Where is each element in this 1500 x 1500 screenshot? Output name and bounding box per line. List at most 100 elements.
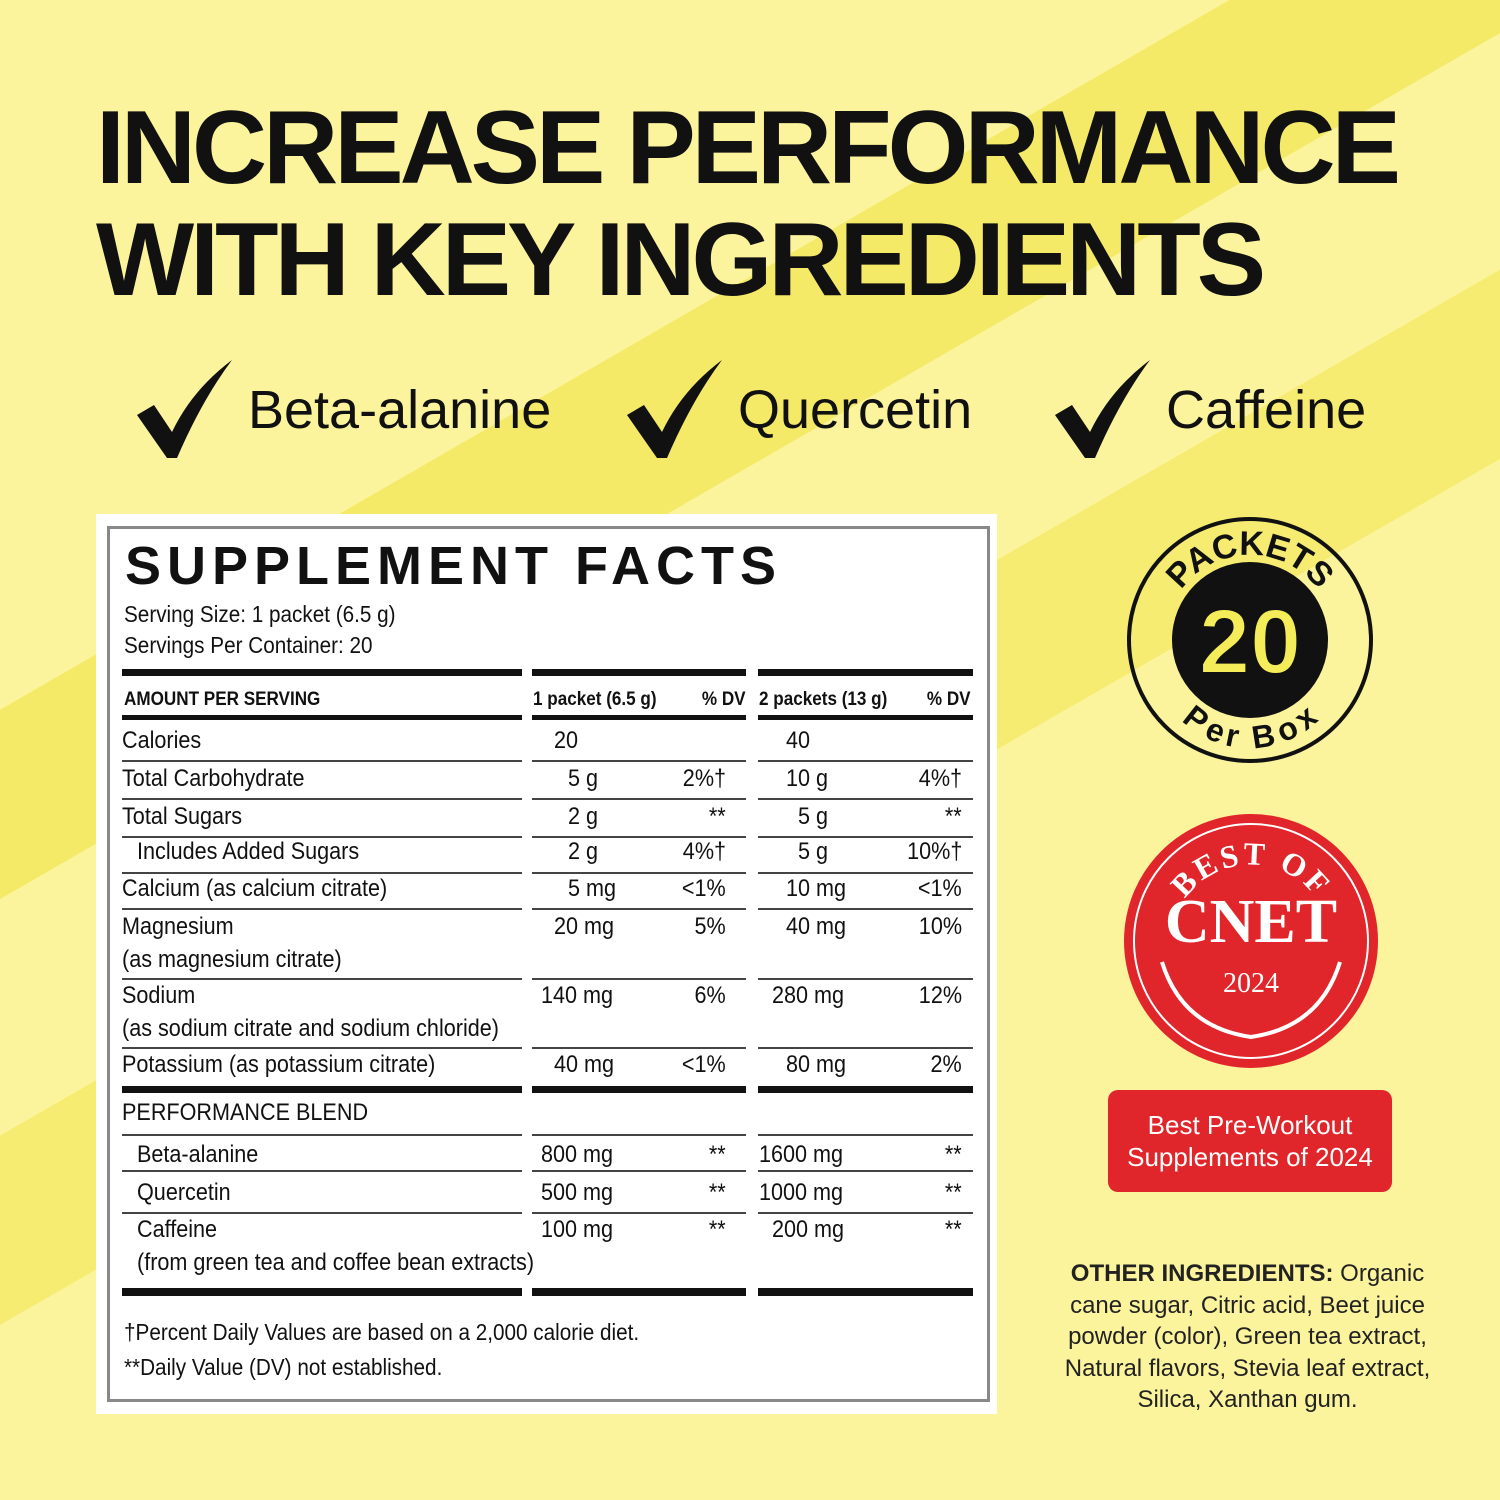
divider-bar [122,669,522,676]
award-line-1: Best Pre-Workout [1147,1110,1353,1140]
dv-1-packet: 6% [694,982,726,1009]
divider-bar [532,669,746,676]
divider-bar [532,1086,746,1093]
nutrient-name: Calcium (as calcium citrate) [122,875,388,902]
row-divider [122,908,522,910]
nutrient-name: Includes Added Sugars [137,838,360,865]
nutrient-name: Total Carbohydrate [122,765,305,792]
amount-2-packets: 10 g [786,765,829,792]
row-divider [532,872,746,874]
checkmark-icon [137,360,232,458]
amount-1-packet: 20 mg [554,913,615,940]
row-divider [532,1134,746,1136]
row-divider [532,798,746,800]
highlight-quercetin: Quercetin [622,360,972,460]
amount-1-packet: 2 g [568,803,599,830]
highlight-label: Quercetin [738,380,973,440]
nutrient-name: Potassium (as potassium citrate) [122,1051,436,1078]
row-divider [758,798,973,800]
dv-1-packet: <1% [682,1051,726,1078]
dv-1-packet: 2%† [682,765,726,792]
other-ingredients: OTHER INGREDIENTS: Organic cane sugar, C… [1050,1258,1445,1416]
amount-1-packet: 140 mg [541,982,614,1009]
dv-2-packets: <1% [918,875,962,902]
amount-2-packets: 10 mg [786,875,847,902]
dv-1-packet: 4%† [682,838,726,865]
best-of-cnet-badge: BEST OF CNET 2024 [1124,814,1378,1068]
packets-per-box-badge: PACKETS 20 Per Box [1127,517,1373,763]
amount-1-packet: 40 mg [554,1051,615,1078]
nutrient-note: (as magnesium citrate) [122,946,342,973]
packet-count: 20 [1199,591,1301,693]
row-divider [122,760,522,762]
row-divider [122,1047,522,1049]
divider-bar [758,669,973,676]
highlight-beta-alanine: Beta-alanine [132,360,551,460]
dv-1-packet: ** [709,1216,726,1243]
highlight-label: Beta-alanine [248,380,552,440]
amount-2-packets: 280 mg [772,982,845,1009]
column-header: 2 packets (13 g) [759,689,888,710]
footnote-daily-values: †Percent Daily Values are based on a 2,0… [124,1319,640,1345]
amount-2-packets: 5 g [798,803,829,830]
cnet-year: 2024 [1223,968,1279,999]
footnote-not-established: **Daily Value (DV) not established. [124,1354,443,1380]
headline-line-2: WITH KEY INGREDIENTS [96,202,1266,318]
row-divider [758,836,973,838]
amount-1-packet: 500 mg [541,1179,614,1206]
row-divider [758,760,973,762]
dv-2-packets: ** [945,1179,962,1206]
highlight-label: Caffeine [1166,380,1367,440]
nutrient-name: Magnesium [122,913,234,940]
checkmark-icon [627,360,722,458]
column-header: AMOUNT PER SERVING [124,689,321,710]
supplement-facts-panel [96,514,997,1414]
row-divider [532,908,746,910]
headline: INCREASE PERFORMANCE WITH KEY INGREDIENTS [96,90,1401,318]
row-divider [758,978,973,980]
amount-2-packets: 5 g [798,838,829,865]
laurel-icon [1160,961,1342,1040]
headline-line-1: INCREASE PERFORMANCE [96,90,1401,206]
amount-1-packet: 100 mg [541,1216,614,1243]
dv-1-packet: ** [709,1179,726,1206]
divider-bar [758,1086,973,1093]
dv-2-packets: ** [945,1216,962,1243]
row-divider [122,836,522,838]
dv-1-packet: ** [709,803,726,830]
divider-bar [122,1086,522,1093]
divider-bar [532,1288,746,1296]
dv-1-packet: <1% [682,875,726,902]
amount-2-packets: 200 mg [772,1216,845,1243]
amount-2-packets: 1600 mg [759,1141,844,1168]
row-divider [122,1170,522,1172]
dv-2-packets: 12% [918,982,962,1009]
divider-bar [758,1288,973,1296]
row-divider [532,1170,746,1172]
nutrient-name: Caffeine [137,1216,218,1243]
amount-1-packet: 5 mg [568,875,617,902]
dv-2-packets: 10% [918,913,962,940]
divider-bar [532,715,746,720]
divider-bar [122,1288,522,1296]
nutrient-name: Calories [122,727,202,754]
amount-2-packets: 80 mg [786,1051,847,1078]
dv-2-packets: 2% [930,1051,962,1078]
column-header: 1 packet (6.5 g) [533,689,657,710]
dv-2-packets: ** [945,1141,962,1168]
dv-2-packets: 10%† [906,838,962,865]
row-divider [532,1047,746,1049]
row-divider [758,1212,973,1214]
amount-1-packet: 800 mg [541,1141,614,1168]
column-header: % DV [702,689,746,710]
row-divider [122,798,522,800]
row-divider [758,1134,973,1136]
serving-size: Serving Size: 1 packet (6.5 g) [124,601,396,627]
nutrient-name: Total Sugars [122,803,243,830]
facts-title: SUPPLEMENT FACTS [125,536,783,596]
divider-bar [122,715,522,720]
nutrient-note: (from green tea and coffee bean extracts… [137,1249,535,1276]
row-divider [122,1134,522,1136]
row-divider [532,760,746,762]
highlight-caffeine: Caffeine [1050,360,1366,460]
